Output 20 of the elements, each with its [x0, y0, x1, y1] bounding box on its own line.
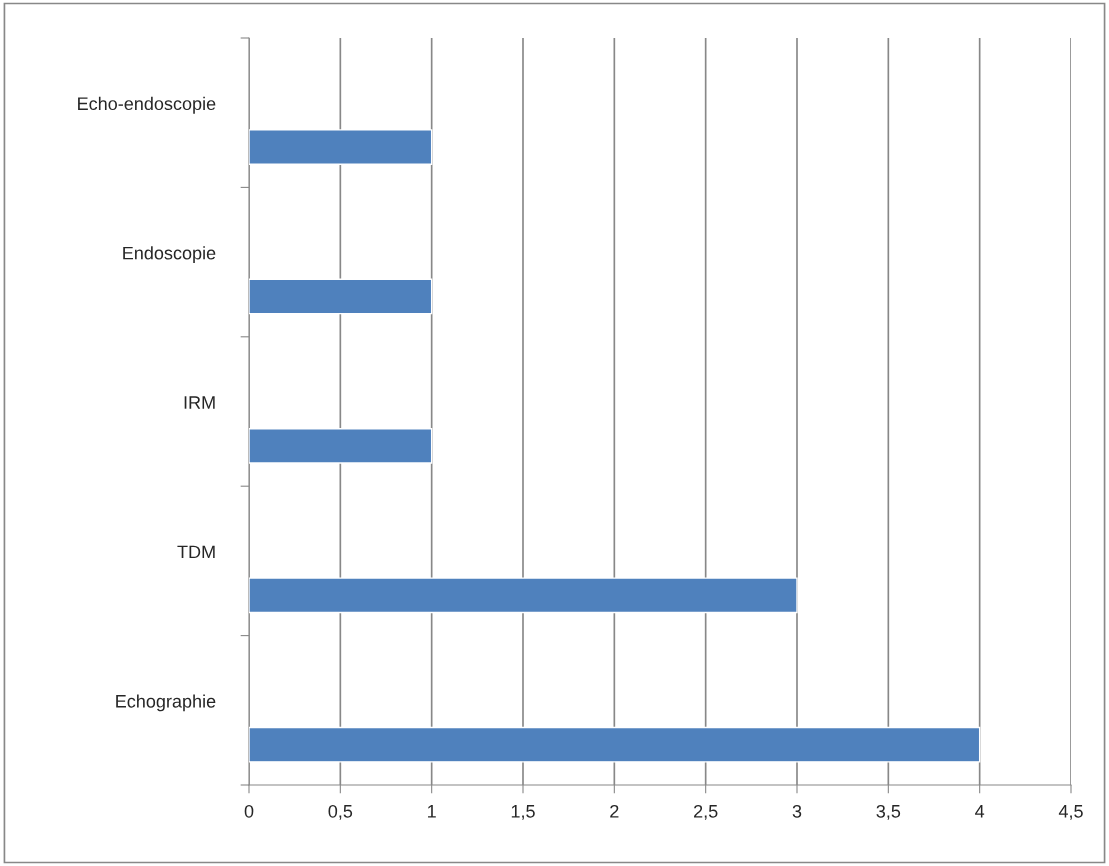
bar	[249, 129, 433, 165]
bar	[249, 726, 981, 763]
x-tick-label: 4,5	[1058, 805, 1083, 820]
y-tick-label: Echographie	[116, 694, 216, 712]
bar	[249, 577, 798, 614]
x-tick-label: 0,5	[328, 804, 353, 820]
x-tick-label: 3,5	[876, 804, 901, 820]
y-tick-label: Echo-endoscopie	[78, 96, 216, 114]
x-tick-label: 2,5	[694, 804, 718, 820]
y-tick-label: TDM	[177, 545, 215, 559]
bar	[249, 427, 433, 464]
x-tick-label: 0	[244, 804, 254, 818]
x-tick-label: 1	[428, 805, 436, 818]
y-tick-label: Endoscopie	[123, 246, 216, 264]
x-tick-label: 1,5	[511, 805, 535, 820]
x-tick-label: 4	[975, 805, 985, 818]
x-tick-label: 3	[792, 804, 802, 818]
x-tick-label: 2	[610, 804, 619, 818]
bar	[249, 278, 433, 315]
y-tick-label: IRM	[184, 396, 215, 409]
